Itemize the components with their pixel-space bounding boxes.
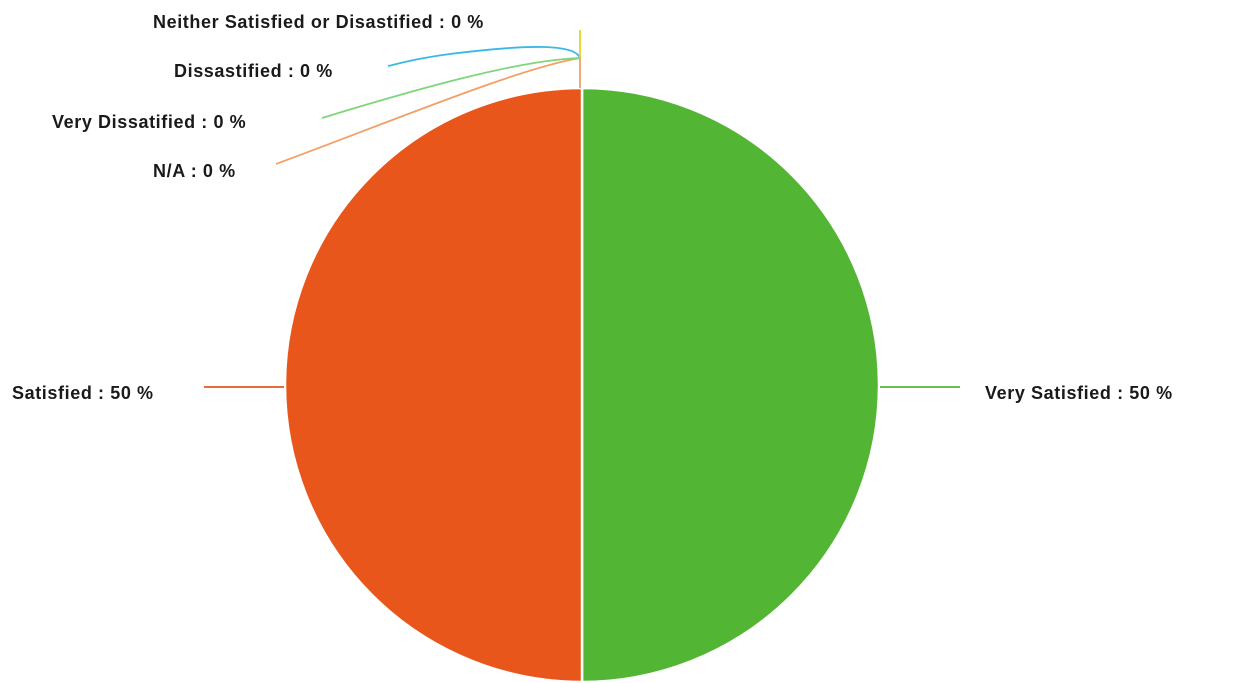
data-label-neither: Neither Satisfied or Disastified : 0 % xyxy=(153,12,484,32)
leader-line-very-dissatisfied xyxy=(321,57,581,119)
data-label-satisfied: Satisfied : 50 % xyxy=(12,383,154,403)
pie-slice-satisfied xyxy=(283,86,584,683)
data-label-na: N/A : 0 % xyxy=(153,161,236,181)
leader-line-n-a xyxy=(275,56,581,165)
data-label-very-dissatisfied: Very Dissatified : 0 % xyxy=(52,112,246,132)
pie-slices xyxy=(283,86,881,683)
pie-slice-very-satisfied xyxy=(580,86,881,683)
leader-lines xyxy=(204,30,960,388)
data-label-very-satisfied: Very Satisfied : 50 % xyxy=(985,383,1173,403)
data-labels: Very Satisfied : 50 % Satisfied : 50 % N… xyxy=(12,12,1173,403)
leader-line-dissatisfied xyxy=(387,46,581,67)
data-label-dissatisfied: Dissastified : 0 % xyxy=(174,61,333,81)
